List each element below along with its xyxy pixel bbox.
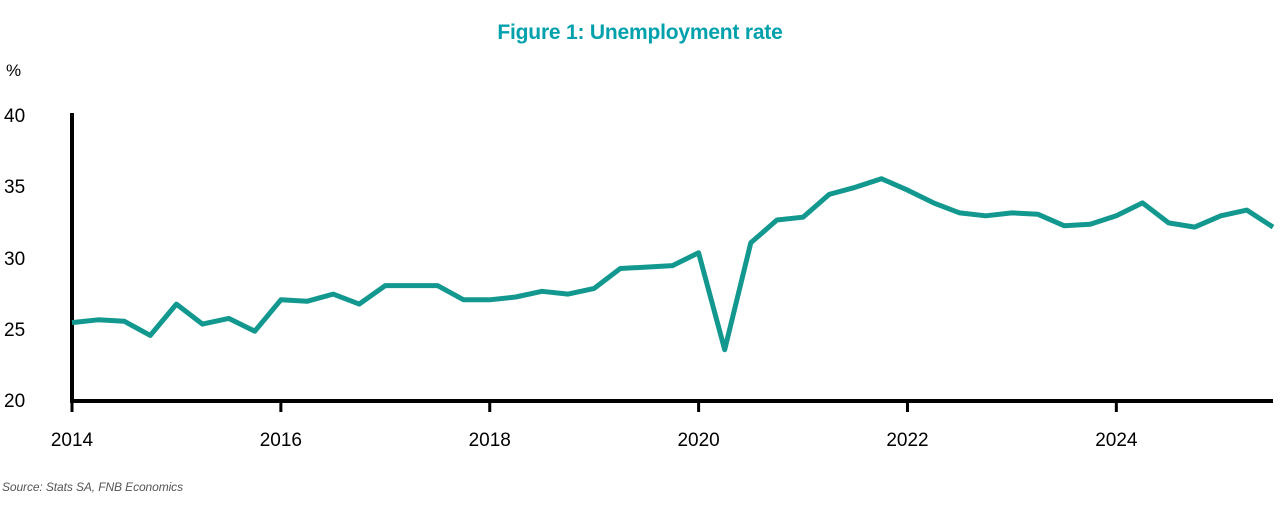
x-tick-label: 2016 — [259, 430, 302, 451]
chart-title: Figure 1: Unemployment rate — [497, 21, 783, 44]
y-tick-label: 35 — [4, 177, 26, 199]
y-tick-label: 25 — [4, 319, 26, 341]
x-tick-label: 2024 — [1095, 430, 1138, 451]
x-tick-label: 2014 — [50, 430, 94, 451]
source-note: Source: Stats SA, FNB Economics — [2, 480, 183, 494]
y-axis-unit-label: % — [6, 61, 22, 80]
y-tick-label: 20 — [4, 391, 26, 412]
y-tick-label: 30 — [4, 248, 26, 270]
x-tick-label: 2022 — [886, 430, 929, 451]
x-tick-label: 2018 — [468, 430, 511, 451]
x-tick-label: 2020 — [677, 430, 720, 451]
y-tick-label: 40 — [4, 106, 26, 127]
unemployment-rate-line-series — [71, 176, 1275, 353]
